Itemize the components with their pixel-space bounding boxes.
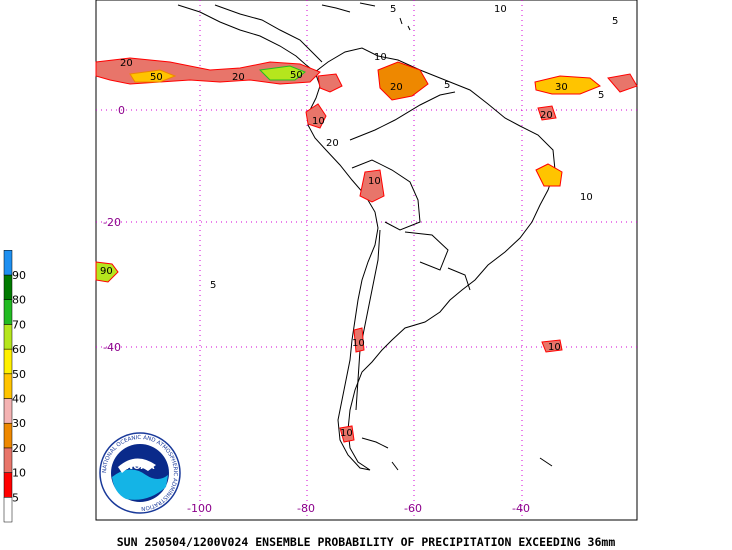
legend-swatch [3, 398, 13, 424]
noaa-logo: NOAA NATIONAL OCEANIC AND ATMOSPHERIC AD… [99, 432, 181, 514]
contour-label: 10 [580, 192, 593, 203]
precip-patagonia [339, 425, 355, 443]
contour-label: 10 [494, 4, 507, 15]
legend-swatch [3, 250, 13, 276]
lat-label-40: -40 [103, 341, 121, 354]
contour-label: 10 [548, 342, 561, 353]
argentina-border [355, 229, 381, 411]
precip-itcz-core [258, 65, 306, 81]
legend-label: 30 [12, 417, 26, 430]
contour-label: 5 [390, 4, 396, 15]
legend-swatch [3, 299, 13, 325]
lon-label-60: -60 [404, 502, 422, 515]
legend-label: 60 [12, 343, 26, 356]
lon-label-40: -40 [512, 502, 530, 515]
legend-swatch [3, 348, 13, 375]
contour-label: 10 [312, 116, 325, 127]
legend-swatch [3, 324, 13, 350]
contour-label: 50 [150, 72, 163, 83]
legend-label: 80 [12, 294, 26, 307]
precip-chile [353, 327, 365, 353]
contour-label: 10 [368, 176, 381, 187]
noaa-logo-wave [112, 469, 168, 500]
contour-labels: 20 20 50 50 5 5 5 5 20 30 10 10 90 5 10 … [100, 4, 618, 439]
contour-label: 5 [612, 16, 618, 27]
brazil-border [349, 91, 456, 141]
contour-label: 5 [444, 80, 450, 91]
legend-label: 50 [12, 368, 26, 381]
uruguay-border [447, 267, 471, 291]
precip-colombia [317, 73, 343, 93]
contour-label: 10 [340, 428, 353, 439]
legend-labels: 5 10 20 30 40 50 60 70 80 90 [12, 269, 26, 504]
noaa-logo-bird [118, 458, 156, 473]
legend-label: 10 [12, 467, 26, 480]
south-america-coast [307, 47, 556, 471]
contour-label: 10 [352, 338, 365, 349]
precip-areas [95, 57, 638, 443]
paraguay-border [404, 231, 449, 271]
contour-label: 10 [374, 52, 387, 63]
contour-label: 30 [555, 82, 568, 93]
contour-label: 20 [540, 110, 553, 121]
central-america-coast [177, 4, 316, 73]
precip-itcz-core2 [129, 69, 177, 83]
precip-atl-small [537, 105, 557, 121]
precip-brazil-ne [535, 163, 563, 187]
lon-label-80: -80 [297, 502, 315, 515]
precip-atlantic-east [607, 73, 638, 93]
legend-label: 20 [12, 442, 26, 455]
legend-swatch [3, 447, 13, 473]
contour-label: 20 [326, 138, 339, 149]
legend-swatch [3, 274, 13, 300]
falklands-tierra [361, 437, 553, 471]
precip-atlantic-eq [534, 75, 601, 95]
lat-label-0: 0 [118, 104, 125, 117]
contour-label: 5 [598, 90, 604, 101]
legend-label: 5 [12, 491, 19, 504]
legend-label: 70 [12, 318, 26, 331]
legend-swatch [3, 472, 13, 498]
map-caption: SUN 250504/1200V024 ENSEMBLE PROBABILITY… [116, 535, 616, 549]
noaa-logo-text: NOAA [126, 462, 155, 472]
precip-venezuela [377, 61, 429, 101]
precip-atlantic-south [541, 339, 563, 353]
contour-label: 20 [232, 72, 245, 83]
legend-swatch [3, 373, 13, 399]
contour-label: 20 [120, 58, 133, 69]
legend: 5 10 20 30 40 50 60 70 80 90 [3, 250, 26, 523]
central-america-north-coast [214, 4, 323, 63]
lon-label-100: -100 [187, 502, 212, 515]
legend-label: 90 [12, 269, 26, 282]
precip-south-pacific [95, 261, 119, 283]
contour-label: 90 [100, 266, 113, 277]
coastlines [177, 2, 556, 471]
precip-bolivia [359, 169, 385, 203]
bolivia-border [351, 159, 421, 231]
legend-swatch [3, 497, 13, 523]
map-frame [95, 0, 638, 521]
caribbean-islands [321, 2, 411, 31]
lat-label-20: -20 [103, 216, 121, 229]
legend-label: 40 [12, 393, 26, 406]
precip-ecuador [305, 103, 327, 129]
legend-swatches [3, 250, 13, 523]
contour-label: 50 [290, 70, 303, 81]
contour-label: 20 [390, 82, 403, 93]
legend-swatch [3, 422, 13, 449]
contour-label: 5 [210, 280, 216, 291]
